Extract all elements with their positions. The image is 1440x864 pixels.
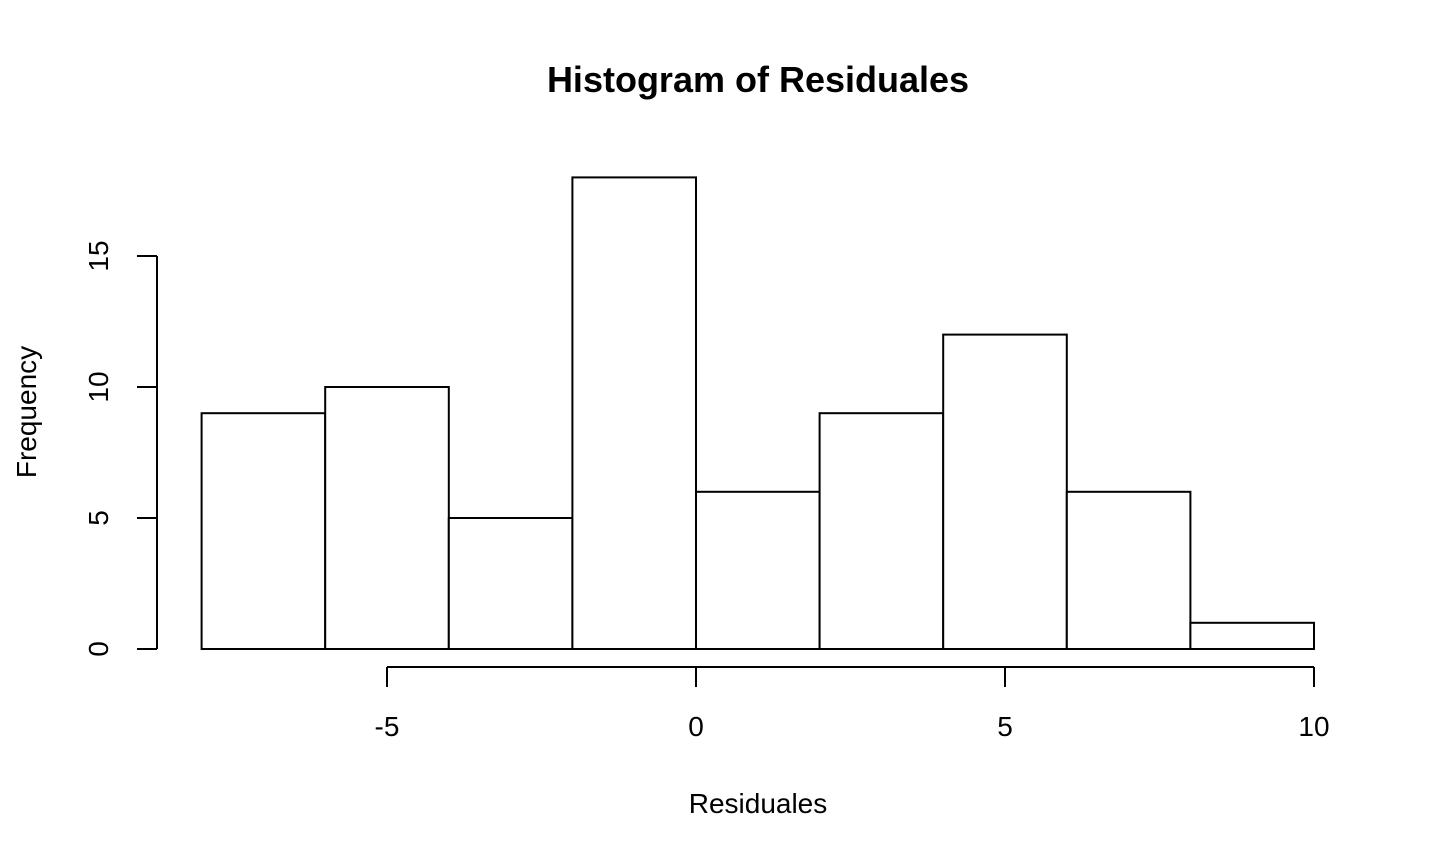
y-tick-label-0: 0 bbox=[83, 641, 114, 657]
x-tick-label-0: -5 bbox=[375, 711, 400, 742]
histogram-bar-2 bbox=[447, 517, 574, 650]
histogram-bar-3 bbox=[571, 176, 698, 650]
bars-group bbox=[200, 176, 1316, 651]
x-tick-label-3: 10 bbox=[1298, 711, 1329, 742]
chart-title: Histogram of Residuales bbox=[547, 59, 969, 100]
histogram-bar-5 bbox=[818, 412, 945, 651]
y-tick-label-1: 5 bbox=[83, 510, 114, 526]
histogram-bar-1 bbox=[324, 386, 450, 650]
histogram-bar-0 bbox=[200, 412, 327, 651]
y-tick-label-3: 15 bbox=[83, 240, 114, 271]
histogram-bar-7 bbox=[1065, 490, 1192, 650]
x-axis: -5 0 5 10 bbox=[375, 666, 1330, 742]
histogram-bar-4 bbox=[695, 490, 821, 650]
y-tick-label-2: 10 bbox=[83, 371, 114, 402]
x-axis-label: Residuales bbox=[689, 788, 828, 819]
y-axis: 0 5 10 15 bbox=[83, 240, 158, 657]
y-axis-label: Frequency bbox=[11, 346, 42, 478]
x-tick-label-1: 0 bbox=[688, 711, 704, 742]
histogram-bar-6 bbox=[942, 333, 1068, 650]
histogram-bar-8 bbox=[1189, 621, 1316, 650]
x-tick-label-2: 5 bbox=[997, 711, 1013, 742]
